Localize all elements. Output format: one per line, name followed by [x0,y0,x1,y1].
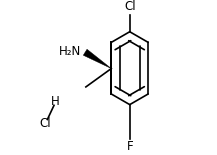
Polygon shape [83,49,111,69]
Text: Cl: Cl [124,0,136,13]
Text: H: H [51,95,60,108]
Text: Cl: Cl [40,117,51,130]
Text: F: F [127,140,133,153]
Text: H₂N: H₂N [59,45,82,58]
